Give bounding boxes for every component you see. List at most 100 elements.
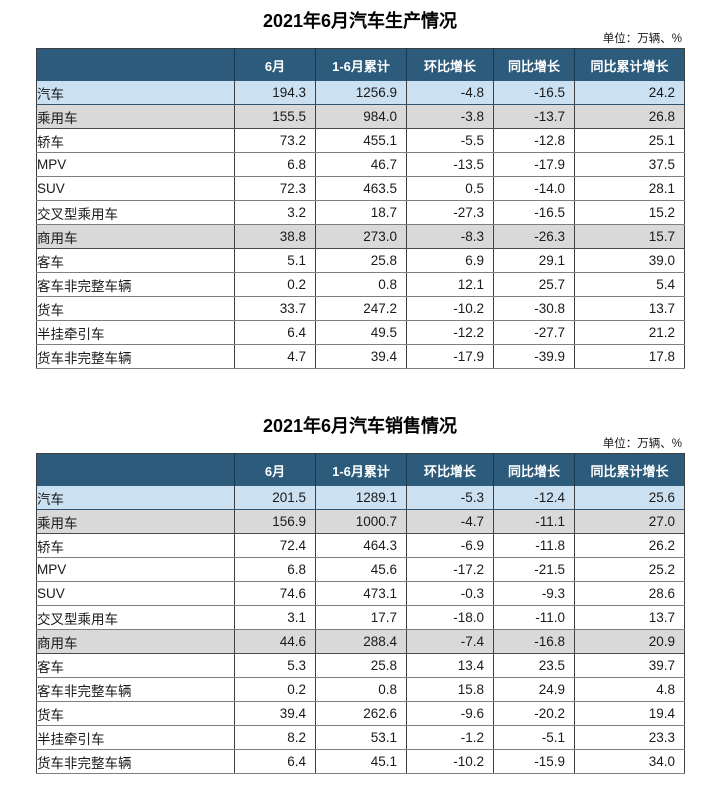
cell-value: 72.3 bbox=[234, 176, 316, 201]
header-cell-yoy-cumulative-growth: 同比累计增长 bbox=[574, 453, 685, 486]
row-label: 半挂牵引车 bbox=[36, 725, 235, 750]
cell-value: 44.6 bbox=[234, 629, 316, 654]
table-row: 汽车 201.5 1289.1 -5.3 -12.4 25.6 bbox=[36, 486, 685, 510]
cell-value: 39.4 bbox=[315, 344, 407, 369]
cell-value: -13.7 bbox=[493, 104, 575, 129]
cell-value: -10.2 bbox=[406, 296, 494, 321]
unit-note: 单位：万辆、% bbox=[602, 438, 682, 450]
cell-value: 73.2 bbox=[234, 128, 316, 153]
table-row: 客车非完整车辆 0.2 0.8 12.1 25.7 5.4 bbox=[36, 272, 685, 297]
cell-value: 0.2 bbox=[234, 677, 316, 702]
cell-value: 5.4 bbox=[574, 272, 685, 297]
cell-value: 194.3 bbox=[234, 81, 316, 105]
table-row: 半挂牵引车 8.2 53.1 -1.2 -5.1 23.3 bbox=[36, 725, 685, 750]
row-label: 汽车 bbox=[36, 81, 235, 105]
row-label: 客车非完整车辆 bbox=[36, 677, 235, 702]
cell-value: -17.9 bbox=[406, 344, 494, 369]
row-label: 货车非完整车辆 bbox=[36, 749, 235, 774]
cell-value: 4.7 bbox=[234, 344, 316, 369]
table-row: 轿车 72.4 464.3 -6.9 -11.8 26.2 bbox=[36, 533, 685, 558]
cell-value: -14.0 bbox=[493, 176, 575, 201]
row-label: 轿车 bbox=[36, 533, 235, 558]
cell-value: 1000.7 bbox=[315, 509, 407, 534]
table-row: SUV 72.3 463.5 0.5 -14.0 28.1 bbox=[36, 176, 685, 201]
row-label: 客车非完整车辆 bbox=[36, 272, 235, 297]
cell-value: 23.5 bbox=[493, 653, 575, 678]
cell-value: 155.5 bbox=[234, 104, 316, 129]
table-row: 轿车 73.2 455.1 -5.5 -12.8 25.1 bbox=[36, 128, 685, 153]
cell-value: 3.1 bbox=[234, 605, 316, 630]
row-label: 轿车 bbox=[36, 128, 235, 153]
cell-value: 262.6 bbox=[315, 701, 407, 726]
table-row: 乘用车 156.9 1000.7 -4.7 -11.1 27.0 bbox=[36, 509, 685, 534]
cell-value: 8.2 bbox=[234, 725, 316, 750]
cell-value: 6.4 bbox=[234, 749, 316, 774]
cell-value: 25.6 bbox=[574, 486, 685, 510]
table-row: 货车 33.7 247.2 -10.2 -30.8 13.7 bbox=[36, 296, 685, 321]
header-cell-mom-growth: 环比增长 bbox=[406, 48, 494, 81]
cell-value: 5.1 bbox=[234, 248, 316, 273]
cell-value: -39.9 bbox=[493, 344, 575, 369]
cell-value: 15.8 bbox=[406, 677, 494, 702]
cell-value: -27.7 bbox=[493, 320, 575, 345]
row-label: 商用车 bbox=[36, 629, 235, 654]
cell-value: 15.2 bbox=[574, 200, 685, 225]
row-label: 货车非完整车辆 bbox=[36, 344, 235, 369]
header-row: 6月 1-6月累计 环比增长 同比增长 同比累计增长 bbox=[36, 48, 685, 81]
cell-value: 13.7 bbox=[574, 605, 685, 630]
cell-value: 3.2 bbox=[234, 200, 316, 225]
cell-value: 28.1 bbox=[574, 176, 685, 201]
unit-note: 单位：万辆、% bbox=[602, 33, 682, 45]
cell-value: -16.5 bbox=[493, 200, 575, 225]
cell-value: 28.6 bbox=[574, 581, 685, 606]
table-row: SUV 74.6 473.1 -0.3 -9.3 28.6 bbox=[36, 581, 685, 606]
row-label: 交叉型乘用车 bbox=[36, 605, 235, 630]
cell-value: -7.4 bbox=[406, 629, 494, 654]
header-cell-month: 6月 bbox=[234, 453, 316, 486]
cell-value: 473.1 bbox=[315, 581, 407, 606]
cell-value: 247.2 bbox=[315, 296, 407, 321]
cell-value: 6.8 bbox=[234, 557, 316, 582]
header-cell-month: 6月 bbox=[234, 48, 316, 81]
cell-value: -18.0 bbox=[406, 605, 494, 630]
header-cell-yoy-growth: 同比增长 bbox=[493, 453, 575, 486]
table-row: 商用车 44.6 288.4 -7.4 -16.8 20.9 bbox=[36, 629, 685, 654]
cell-value: 25.8 bbox=[315, 248, 407, 273]
cell-value: -11.1 bbox=[493, 509, 575, 534]
cell-value: 463.5 bbox=[315, 176, 407, 201]
table-row: MPV 6.8 46.7 -13.5 -17.9 37.5 bbox=[36, 152, 685, 177]
cell-value: 4.8 bbox=[574, 677, 685, 702]
cell-value: 19.4 bbox=[574, 701, 685, 726]
row-label: 货车 bbox=[36, 296, 235, 321]
cell-value: 33.7 bbox=[234, 296, 316, 321]
cell-value: 25.2 bbox=[574, 557, 685, 582]
sales-table-block: 2021年6月汽车销售情况 单位：万辆、% 6月 1-6月累计 环比增长 同比增… bbox=[36, 415, 685, 774]
cell-value: -16.8 bbox=[493, 629, 575, 654]
table-row: 交叉型乘用车 3.2 18.7 -27.3 -16.5 15.2 bbox=[36, 200, 685, 225]
header-row: 6月 1-6月累计 环比增长 同比增长 同比累计增长 bbox=[36, 453, 685, 486]
cell-value: 38.8 bbox=[234, 224, 316, 249]
row-label: MPV bbox=[36, 152, 235, 177]
cell-value: -20.2 bbox=[493, 701, 575, 726]
cell-value: 18.7 bbox=[315, 200, 407, 225]
cell-value: 13.7 bbox=[574, 296, 685, 321]
production-table-block: 2021年6月汽车生产情况 单位：万辆、% 6月 1-6月累计 环比增长 同比增… bbox=[36, 10, 685, 369]
cell-value: -15.9 bbox=[493, 749, 575, 774]
cell-value: 25.7 bbox=[493, 272, 575, 297]
cell-value: 273.0 bbox=[315, 224, 407, 249]
cell-value: 201.5 bbox=[234, 486, 316, 510]
cell-value: 6.4 bbox=[234, 320, 316, 345]
cell-value: 39.7 bbox=[574, 653, 685, 678]
cell-value: 455.1 bbox=[315, 128, 407, 153]
cell-value: 0.5 bbox=[406, 176, 494, 201]
cell-value: 1256.9 bbox=[315, 81, 407, 105]
cell-value: 464.3 bbox=[315, 533, 407, 558]
cell-value: -0.3 bbox=[406, 581, 494, 606]
header-cell-yoy-growth: 同比增长 bbox=[493, 48, 575, 81]
row-label: SUV bbox=[36, 176, 235, 201]
cell-value: 17.8 bbox=[574, 344, 685, 369]
cell-value: 46.7 bbox=[315, 152, 407, 177]
table-row: 商用车 38.8 273.0 -8.3 -26.3 15.7 bbox=[36, 224, 685, 249]
table-row: 汽车 194.3 1256.9 -4.8 -16.5 24.2 bbox=[36, 81, 685, 105]
production-table-title: 2021年6月汽车生产情况 bbox=[262, 11, 458, 31]
